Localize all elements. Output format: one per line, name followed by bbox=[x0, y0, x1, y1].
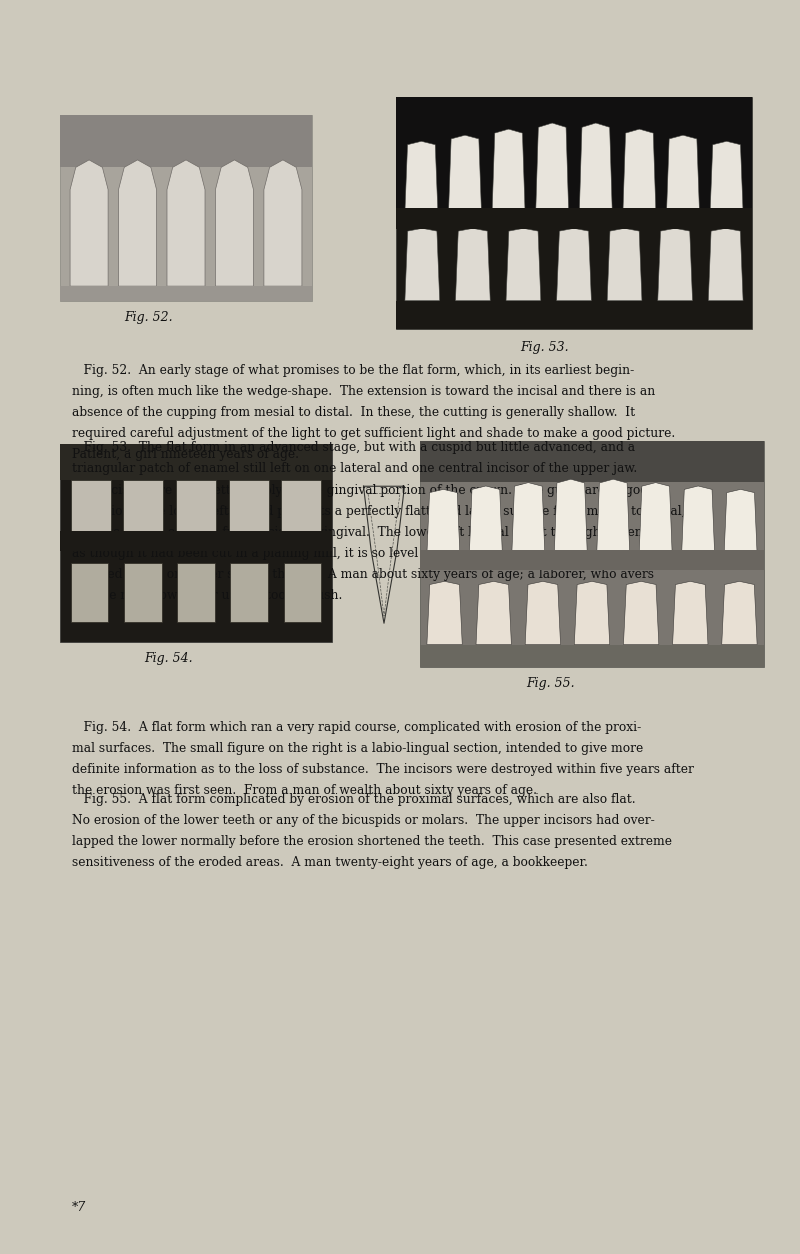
Polygon shape bbox=[658, 228, 693, 301]
Polygon shape bbox=[427, 489, 460, 554]
Polygon shape bbox=[557, 228, 591, 301]
Text: Fig. 52.: Fig. 52. bbox=[124, 311, 172, 324]
Polygon shape bbox=[124, 563, 162, 622]
Text: ning, is often much like the wedge-shape.  The extension is toward the incisal a: ning, is often much like the wedge-shape… bbox=[72, 385, 655, 398]
Text: Fig. 55.  A flat form complicated by erosion of the proximal surfaces, which are: Fig. 55. A flat form complicated by eros… bbox=[72, 793, 636, 805]
Polygon shape bbox=[525, 582, 561, 645]
Polygon shape bbox=[229, 479, 269, 535]
Polygon shape bbox=[666, 135, 699, 212]
Text: Patient, a girl nineteen years of age.: Patient, a girl nineteen years of age. bbox=[72, 448, 299, 461]
Polygon shape bbox=[281, 479, 321, 535]
Polygon shape bbox=[71, 563, 109, 622]
Polygon shape bbox=[449, 135, 482, 212]
Bar bbox=[60, 115, 312, 167]
Polygon shape bbox=[623, 582, 659, 645]
Polygon shape bbox=[123, 479, 163, 535]
Bar bbox=[420, 645, 764, 667]
Bar bbox=[60, 444, 332, 479]
Text: *7: *7 bbox=[72, 1201, 86, 1214]
Bar bbox=[396, 208, 752, 228]
Polygon shape bbox=[176, 479, 216, 535]
Text: definite information as to the loss of substance.  The incisors were destroyed w: definite information as to the loss of s… bbox=[72, 764, 694, 776]
Text: lapped the lower normally before the erosion shortened the teeth.  This case pre: lapped the lower normally before the ero… bbox=[72, 835, 672, 848]
Text: Fig. 55.: Fig. 55. bbox=[526, 677, 574, 690]
Text: as though it had been cut in a planing mill, it is so level and perfect, with al: as though it had been cut in a planing m… bbox=[72, 547, 634, 559]
Polygon shape bbox=[470, 487, 502, 554]
Bar bbox=[420, 441, 764, 667]
Polygon shape bbox=[579, 123, 612, 212]
Polygon shape bbox=[639, 483, 672, 554]
Text: required careful adjustment of the light to get sufficient light and shade to ma: required careful adjustment of the light… bbox=[72, 426, 675, 440]
Polygon shape bbox=[167, 161, 205, 286]
Polygon shape bbox=[554, 479, 587, 554]
Polygon shape bbox=[536, 123, 569, 212]
Bar bbox=[396, 97, 752, 212]
Text: absence of the cupping from mesial to distal.  In these, the cutting is generall: absence of the cupping from mesial to di… bbox=[72, 406, 635, 419]
Polygon shape bbox=[708, 228, 743, 301]
Polygon shape bbox=[70, 161, 108, 286]
Text: Fig. 53.  The flat form in an advanced stage, but with a cuspid but little advan: Fig. 53. The flat form in an advanced st… bbox=[72, 441, 635, 454]
Bar bbox=[396, 301, 752, 329]
Text: that he never owned or used a tooth brush.: that he never owned or used a tooth brus… bbox=[72, 589, 342, 602]
Bar bbox=[420, 441, 764, 482]
Text: condition.  The lower left cuspid presents a perfectly flattened labial surface : condition. The lower left cuspid present… bbox=[72, 504, 686, 518]
Polygon shape bbox=[682, 487, 714, 554]
Polygon shape bbox=[264, 161, 302, 286]
Polygon shape bbox=[476, 582, 511, 645]
Polygon shape bbox=[71, 479, 111, 535]
Polygon shape bbox=[283, 563, 321, 622]
Text: Fig. 54.  A flat form which ran a very rapid course, complicated with erosion of: Fig. 54. A flat form which ran a very ra… bbox=[72, 721, 642, 734]
Bar bbox=[420, 549, 764, 571]
Polygon shape bbox=[724, 489, 757, 554]
Polygon shape bbox=[607, 228, 642, 301]
Bar bbox=[60, 286, 312, 301]
Polygon shape bbox=[455, 228, 490, 301]
Polygon shape bbox=[215, 161, 254, 286]
Bar bbox=[396, 97, 752, 329]
Polygon shape bbox=[427, 582, 462, 645]
Text: Fig. 54.: Fig. 54. bbox=[144, 652, 192, 665]
Text: squared edges on either side of the cut.  A man about sixty years of age; a labo: squared edges on either side of the cut.… bbox=[72, 568, 654, 581]
Polygon shape bbox=[673, 582, 708, 645]
Text: the erosion was first seen.  From a man of wealth about sixty years of age.: the erosion was first seen. From a man o… bbox=[72, 784, 537, 798]
Polygon shape bbox=[506, 228, 541, 301]
Polygon shape bbox=[512, 483, 545, 554]
Text: triangular patch of enamel still left on one lateral and one central incisor of : triangular patch of enamel still left on… bbox=[72, 463, 638, 475]
Text: No erosion of the lower teeth or any of the bicuspids or molars.  The upper inci: No erosion of the lower teeth or any of … bbox=[72, 814, 654, 826]
Polygon shape bbox=[574, 582, 610, 645]
Text: but it is a little concave from incisal to gingival.  The lower left lateral is : but it is a little concave from incisal … bbox=[72, 525, 664, 539]
Polygon shape bbox=[118, 161, 157, 286]
Polygon shape bbox=[722, 582, 757, 645]
Text: The incisors are cut pretty deeply at the gingival portion of the crown.  The gu: The incisors are cut pretty deeply at th… bbox=[72, 484, 655, 497]
Polygon shape bbox=[710, 142, 743, 212]
Text: Fig. 52.  An early stage of what promises to be the flat form, which, in its ear: Fig. 52. An early stage of what promises… bbox=[72, 364, 634, 376]
Polygon shape bbox=[405, 228, 440, 301]
Polygon shape bbox=[623, 129, 656, 212]
Bar bbox=[60, 532, 332, 551]
Polygon shape bbox=[492, 129, 525, 212]
Text: sensitiveness of the eroded areas.  A man twenty-eight years of age, a bookkeepe: sensitiveness of the eroded areas. A man… bbox=[72, 855, 588, 869]
Text: Fig. 53.: Fig. 53. bbox=[520, 341, 568, 354]
Text: mal surfaces.  The small figure on the right is a labio-lingual section, intende: mal surfaces. The small figure on the ri… bbox=[72, 742, 643, 755]
Polygon shape bbox=[230, 563, 268, 622]
Polygon shape bbox=[597, 479, 630, 554]
Bar bbox=[60, 115, 312, 301]
Bar bbox=[60, 444, 332, 642]
Polygon shape bbox=[178, 563, 214, 622]
Polygon shape bbox=[405, 142, 438, 212]
